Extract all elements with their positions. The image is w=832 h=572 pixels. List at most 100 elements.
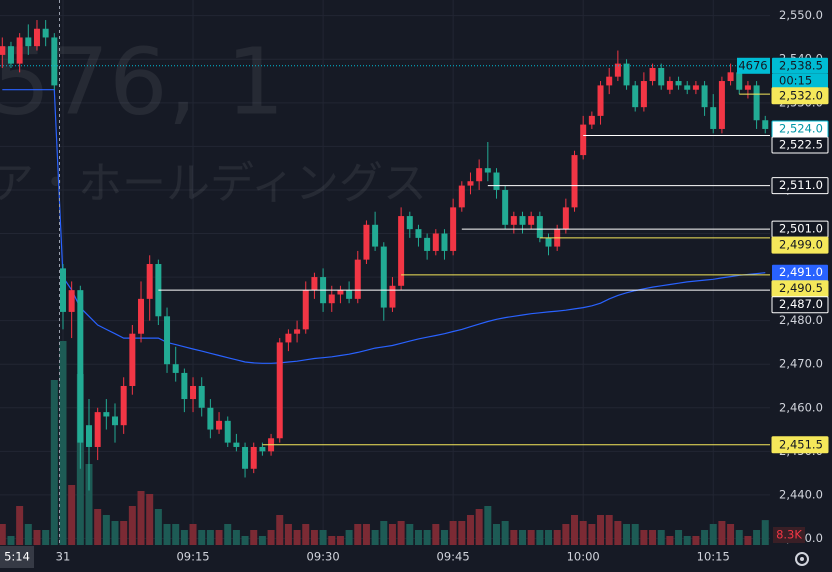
candle-body <box>519 216 526 225</box>
candle-body <box>129 333 136 386</box>
candle-body <box>380 246 387 308</box>
candle-body <box>328 294 335 304</box>
level-label: 2,490.5 <box>779 281 823 295</box>
marker-price-label: 2,524.0 <box>779 121 823 135</box>
candle-body <box>588 115 595 125</box>
candle-body <box>363 224 370 260</box>
volume-bar <box>224 524 232 545</box>
level-label: 2,487.0 <box>779 297 823 311</box>
y-tick-label: 2,550.0 <box>779 8 823 22</box>
volume-bar <box>605 515 613 545</box>
candle-body <box>458 185 465 208</box>
volume-bar <box>640 530 648 545</box>
candle-body <box>25 37 32 47</box>
candle-body <box>718 81 725 129</box>
volume-bar <box>354 524 362 545</box>
candle-body <box>86 425 92 447</box>
last-price-label: 2,538.5 <box>779 58 823 72</box>
candle-body <box>294 329 301 334</box>
candle-body <box>727 72 734 82</box>
candle-body <box>753 85 760 121</box>
volume-bar <box>588 524 596 545</box>
volume-bar <box>666 536 674 545</box>
volume-bar <box>675 530 683 545</box>
volume-bar <box>232 530 240 545</box>
volume-bar <box>7 536 15 545</box>
candle-body <box>692 85 699 90</box>
volume-bar <box>692 536 700 545</box>
volume-bar <box>397 521 405 545</box>
candle-body <box>675 81 682 86</box>
candle-body <box>415 229 422 238</box>
candle-body <box>406 216 413 230</box>
level-label: 2,499.0 <box>779 238 823 252</box>
volume-bar <box>172 524 180 545</box>
volume-box <box>737 57 770 74</box>
volume-bar <box>94 509 102 545</box>
candle-body <box>164 316 171 365</box>
volume-bar <box>701 530 709 545</box>
candle-body <box>138 298 145 334</box>
candle-body <box>302 290 309 330</box>
level-label-box <box>771 87 829 105</box>
volume-bar <box>328 536 336 545</box>
candle-body <box>250 446 257 469</box>
candle-body <box>233 442 240 447</box>
candle-body <box>736 72 743 90</box>
volume-bar <box>50 380 58 545</box>
volume-bar <box>59 341 67 545</box>
candle-body <box>762 120 769 129</box>
volume-bar <box>597 515 605 545</box>
volume-bar <box>614 521 622 545</box>
candle-body <box>7 46 14 64</box>
volume-bar <box>631 524 639 545</box>
level-label: 2,532.0 <box>779 88 823 102</box>
level-label-box <box>771 236 829 254</box>
candle-body <box>502 189 509 225</box>
candle-body <box>545 237 552 247</box>
candle-body <box>172 364 179 373</box>
candle-body <box>484 168 491 173</box>
candle-body <box>684 85 691 90</box>
volume-bar <box>744 536 752 545</box>
y-tick-label: 2,440.0 <box>779 487 823 501</box>
candle-body <box>372 224 379 247</box>
candle-body <box>571 155 578 208</box>
settings-icon[interactable] <box>795 552 809 566</box>
volume-bar <box>553 530 561 545</box>
x-tick-label: 31 <box>56 550 71 564</box>
candle-body <box>710 107 717 129</box>
level-label: 2,501.0 <box>779 222 823 236</box>
volume-bar <box>545 530 553 545</box>
candle-body <box>181 372 188 400</box>
volume-bar <box>319 530 327 545</box>
volume-bar <box>406 524 414 545</box>
volume-bar <box>753 530 761 545</box>
volume-bar <box>440 530 448 545</box>
volume-bar <box>718 521 726 545</box>
level-label-box <box>771 136 829 154</box>
candle-body <box>614 63 621 77</box>
volume-bar <box>683 536 691 545</box>
volume-bar <box>484 506 492 545</box>
candle-body <box>0 46 6 55</box>
volume-value-box <box>773 527 805 543</box>
volume-bar <box>163 524 171 545</box>
last-price-label-box <box>772 57 828 74</box>
volume-bar <box>657 530 665 545</box>
countdown-label: 00:15 <box>779 73 812 87</box>
candle-body <box>649 67 656 82</box>
volume-bar <box>527 530 535 545</box>
candle-body <box>580 124 587 156</box>
volume-bar <box>501 521 509 545</box>
candle-body <box>68 290 75 312</box>
volume-bar <box>414 530 422 545</box>
level-label-box <box>771 177 829 195</box>
candle-body <box>476 168 483 182</box>
volume-bar <box>189 524 197 545</box>
candle-body <box>337 290 344 295</box>
volume-bar <box>475 509 483 545</box>
volume-bar <box>85 464 93 545</box>
